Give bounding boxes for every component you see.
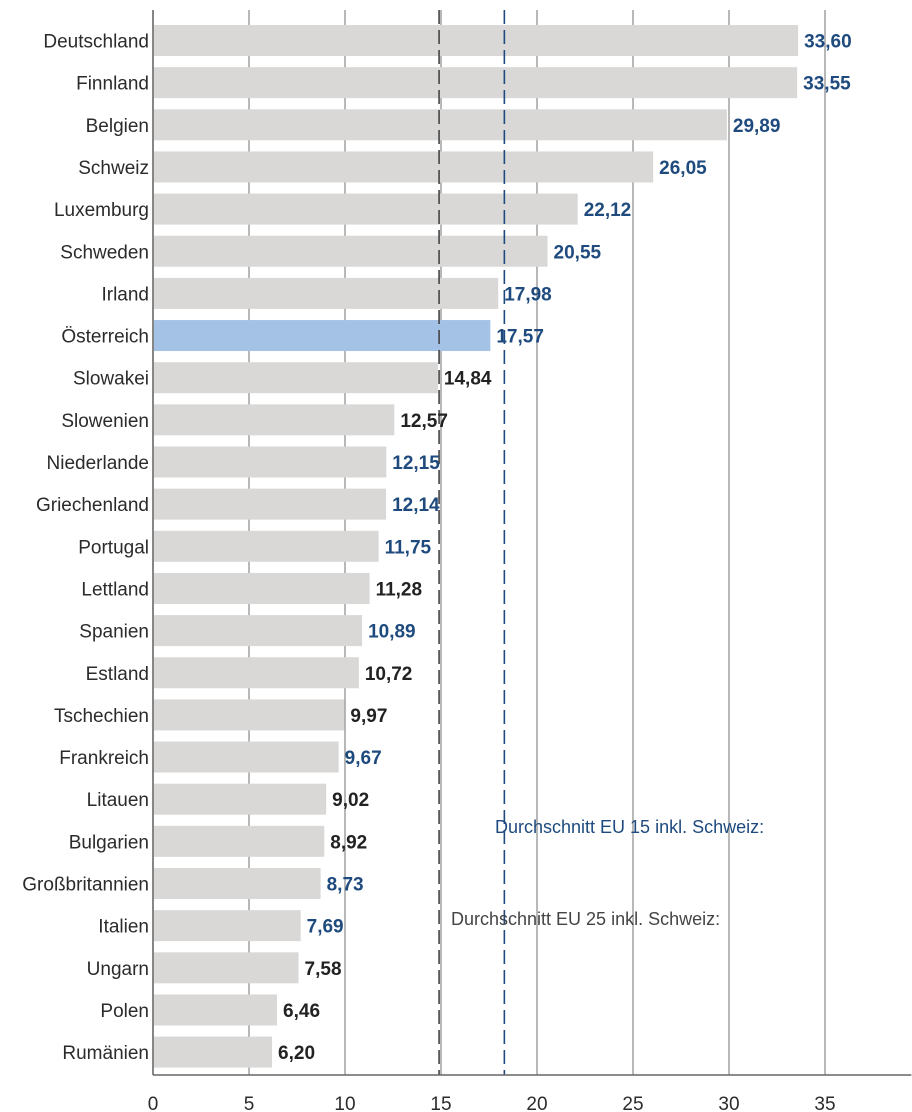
bar: [154, 25, 799, 56]
value-label: 17,57: [496, 327, 544, 348]
category-label: Litauen: [87, 790, 149, 811]
category-label: Belgien: [86, 116, 149, 137]
value-label: 14,84: [444, 369, 492, 390]
category-label: Rumänien: [62, 1043, 149, 1064]
bar: [154, 151, 654, 183]
bar: [154, 783, 327, 815]
x-tick-label: 15: [430, 1094, 451, 1112]
x-tick-label: 10: [334, 1094, 355, 1112]
category-label: Deutschland: [43, 32, 149, 53]
value-label: 26,05: [659, 158, 707, 179]
x-tick-label: 30: [718, 1094, 739, 1112]
value-label: 10,72: [365, 664, 413, 685]
category-label: Tschechien: [54, 706, 149, 727]
bar: [154, 67, 798, 99]
category-label: Italien: [98, 917, 149, 938]
category-label: Luxemburg: [54, 200, 149, 221]
value-label: 6,20: [278, 1043, 315, 1064]
eu15-average-note: Durchschnitt EU 15 inkl. Schweiz:: [495, 817, 764, 837]
bar: [154, 488, 387, 520]
category-label: Niederlande: [47, 453, 149, 474]
x-tick-label: 0: [148, 1094, 159, 1112]
bar: [154, 741, 339, 773]
reference-lines: [438, 10, 506, 1075]
bar: [154, 109, 727, 141]
value-label: 12,57: [400, 411, 448, 432]
category-label: Ungarn: [87, 959, 149, 980]
value-label: 10,89: [368, 622, 416, 643]
value-label: 33,60: [804, 32, 852, 53]
bar: [154, 699, 345, 731]
value-label: 8,92: [330, 832, 367, 853]
bar: [154, 277, 499, 309]
category-label: Lettland: [81, 579, 149, 600]
category-label: Großbritannien: [22, 875, 149, 896]
category-label: Schweden: [60, 242, 149, 263]
bars: [154, 25, 799, 1068]
bar: [154, 572, 370, 604]
bar: [154, 1036, 273, 1068]
bar: [154, 952, 299, 984]
category-label: Irland: [101, 284, 149, 305]
value-label: 7,69: [307, 917, 344, 938]
category-label: Griechenland: [36, 495, 149, 516]
value-label: 17,98: [504, 284, 552, 305]
value-label: 9,67: [345, 748, 382, 769]
x-tick-label: 5: [244, 1094, 255, 1112]
bar: [154, 235, 548, 267]
bar: [154, 193, 578, 225]
value-label: 29,89: [733, 116, 781, 137]
bar: [154, 910, 301, 942]
category-labels: Deutschland Finnland Belgien Schweiz Luxembu…: [22, 32, 149, 1065]
eu25-average-note: Durchschnitt EU 25 inkl. Schweiz:: [451, 909, 720, 929]
category-label: Estland: [86, 664, 149, 685]
value-label: 11,75: [385, 537, 432, 558]
value-label: 6,46: [283, 1001, 320, 1022]
bar: [154, 404, 395, 436]
category-label: Slowenien: [61, 411, 149, 432]
category-label: Slowakei: [73, 369, 149, 390]
value-label: 9,02: [332, 790, 369, 811]
bar: [154, 825, 325, 857]
bar: [154, 446, 387, 478]
x-tick-label: 25: [622, 1094, 643, 1112]
value-label: 12,15: [392, 453, 440, 474]
bar: [154, 362, 438, 394]
category-label: Portugal: [78, 537, 149, 558]
bar: [154, 615, 363, 647]
value-label: 9,97: [350, 706, 387, 727]
bar: [154, 868, 321, 899]
category-label: Frankreich: [59, 748, 149, 769]
value-label: 7,58: [305, 959, 342, 980]
value-label: 22,12: [584, 200, 632, 221]
x-tick-label: 20: [526, 1094, 547, 1112]
category-label: Polen: [100, 1001, 149, 1022]
value-label: 11,28: [376, 579, 423, 600]
bar: [154, 320, 491, 352]
value-label: 8,73: [327, 875, 364, 896]
bar: [154, 994, 278, 1026]
category-label: Österreich: [61, 327, 149, 348]
category-label: Bulgarien: [69, 832, 149, 853]
value-label: 33,55: [803, 74, 851, 95]
category-label: Spanien: [79, 622, 149, 643]
bar: [154, 657, 359, 689]
category-label: Finnland: [76, 74, 149, 95]
value-label: 12,14: [392, 495, 440, 516]
value-label: 20,55: [554, 242, 602, 263]
x-tick-label: 35: [814, 1094, 835, 1112]
x-axis: 0 5 10 15 20 25 30 35: [148, 10, 912, 1112]
bar: [154, 530, 379, 562]
category-label: Schweiz: [78, 158, 149, 179]
